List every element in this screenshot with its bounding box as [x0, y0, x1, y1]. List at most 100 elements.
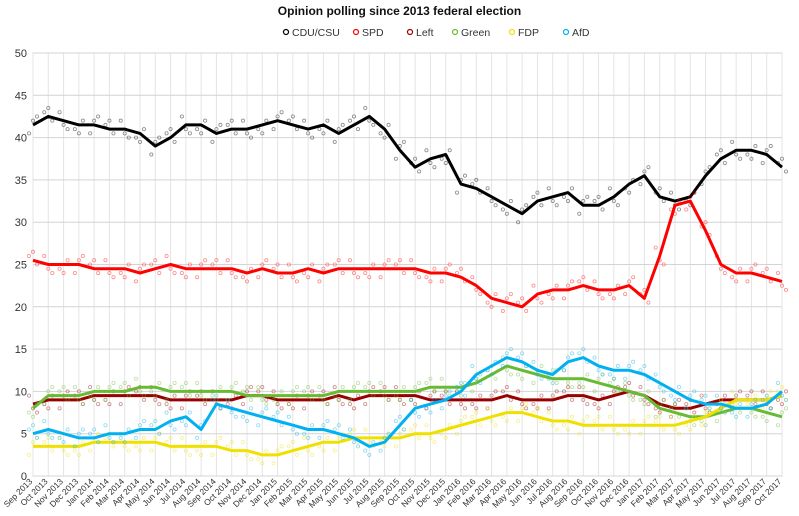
poll-point [577, 380, 582, 385]
poll-point [623, 380, 628, 385]
poll-point [566, 385, 571, 390]
poll-point [61, 440, 66, 445]
poll-point [780, 385, 785, 390]
poll-point [336, 435, 341, 440]
poll-point [470, 364, 475, 369]
poll-point [439, 406, 444, 411]
poll-point [738, 410, 743, 415]
poll-point [137, 448, 142, 453]
poll-point [413, 402, 418, 407]
poll-point [256, 385, 261, 390]
poll-point [393, 419, 398, 424]
poll-point [638, 431, 643, 436]
poll-point [214, 397, 219, 402]
poll-point [504, 419, 509, 424]
poll-point [57, 435, 62, 440]
poll-point [393, 444, 398, 449]
poll-point [378, 448, 383, 453]
poll-point [240, 440, 245, 445]
poll-point [734, 152, 739, 157]
poll-point [581, 347, 586, 352]
poll-point [50, 385, 55, 390]
poll-point [413, 410, 418, 415]
poll-point [585, 372, 590, 377]
poll-point [378, 380, 383, 385]
poll-point [539, 364, 544, 369]
poll-point [718, 148, 723, 153]
poll-point [122, 131, 127, 136]
poll-point [485, 186, 490, 191]
y-tick-label: 15 [15, 344, 27, 356]
legend-marker [562, 28, 570, 36]
poll-point [279, 444, 284, 449]
poll-point [458, 380, 463, 385]
poll-point [493, 203, 498, 208]
poll-point [306, 275, 311, 280]
y-tick-label: 45 [15, 90, 27, 102]
series-line [32, 114, 783, 216]
poll-point [535, 296, 540, 301]
poll-point [137, 266, 142, 271]
poll-point [428, 376, 433, 381]
poll-point [661, 397, 666, 402]
poll-point [607, 414, 612, 419]
poll-point [784, 389, 789, 394]
poll-point [187, 410, 192, 415]
poll-point [325, 118, 330, 123]
poll-point [229, 270, 234, 275]
poll-point [321, 397, 326, 402]
poll-point [784, 169, 789, 174]
poll-point [92, 397, 97, 402]
poll-point [30, 249, 35, 254]
poll-point [592, 389, 597, 394]
poll-point [386, 431, 391, 436]
poll-point [493, 376, 498, 381]
poll-point [294, 431, 299, 436]
y-tick-label: 5 [21, 429, 27, 441]
poll-point [417, 169, 422, 174]
poll-point [321, 423, 326, 428]
poll-point [458, 266, 463, 271]
poll-point [103, 397, 108, 402]
poll-point [623, 292, 628, 297]
poll-point [271, 397, 276, 402]
series-line [32, 389, 783, 410]
poll-point [149, 448, 154, 453]
poll-point [562, 389, 567, 394]
poll-point [30, 440, 35, 445]
poll-point [225, 122, 230, 127]
poll-point [738, 156, 743, 161]
poll-point [730, 410, 735, 415]
poll-point [218, 435, 223, 440]
poll-point [107, 385, 112, 390]
poll-point [745, 402, 750, 407]
poll-point [76, 258, 81, 263]
poll-point [631, 359, 636, 364]
poll-point [703, 410, 708, 415]
poll-point [168, 406, 173, 411]
poll-point [417, 275, 422, 280]
poll-point [577, 279, 582, 284]
poll-point [168, 127, 173, 132]
poll-point [631, 275, 636, 280]
poll-point [153, 397, 158, 402]
poll-point [302, 118, 307, 123]
poll-point [768, 406, 773, 411]
poll-point [684, 207, 689, 212]
poll-point [718, 266, 723, 271]
poll-point [454, 431, 459, 436]
poll-point [546, 406, 551, 411]
poll-point [275, 402, 280, 407]
poll-point [745, 152, 750, 157]
poll-point [294, 452, 299, 457]
poll-point [294, 279, 299, 284]
poll-point [50, 435, 55, 440]
y-tick-label: 20 [15, 302, 27, 314]
poll-point [745, 414, 750, 419]
poll-point [760, 160, 765, 165]
poll-point [504, 385, 509, 390]
poll-point [393, 393, 398, 398]
poll-point [745, 279, 750, 284]
poll-point [439, 376, 444, 381]
